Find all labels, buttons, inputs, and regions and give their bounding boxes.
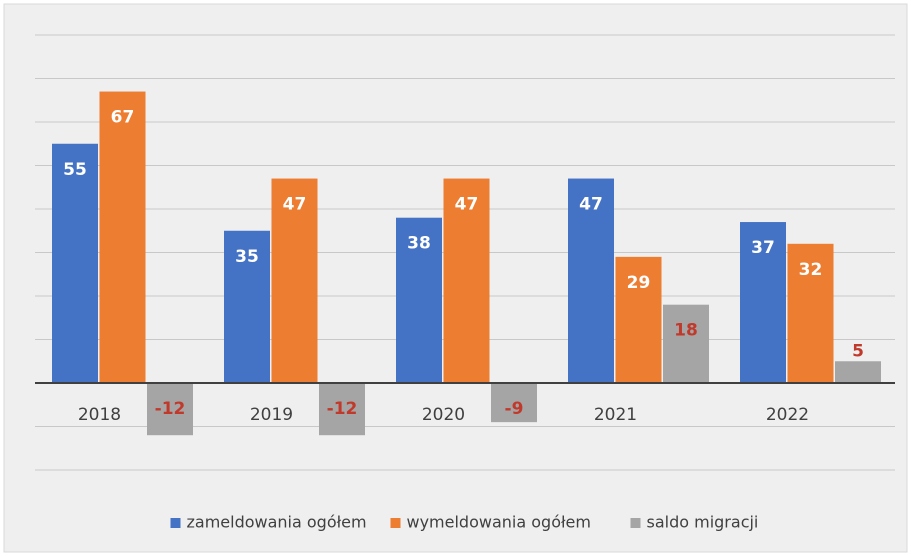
data-label: 37 [751,238,775,258]
legend-label: zameldowania ogółem [187,513,367,532]
bar [787,243,834,383]
data-label: 18 [674,321,698,341]
legend-swatch [170,518,181,528]
x-tick-label: 2022 [766,405,809,425]
bar [396,217,442,383]
x-tick-label: 2021 [594,405,637,425]
bar [319,383,365,436]
data-label: 32 [799,260,823,280]
legend-label: wymeldowania ogółem [407,513,591,532]
data-label: 67 [111,108,135,128]
data-label: -12 [155,399,186,419]
bar [615,256,662,383]
bar [99,91,146,384]
bar [224,230,270,383]
bar [147,383,193,436]
bar [663,304,709,383]
bar [491,383,537,423]
data-label: 47 [455,195,479,215]
data-label: 35 [235,247,259,267]
bar [568,178,614,383]
data-label: 47 [283,195,307,215]
x-tick-label: 2020 [422,405,465,425]
bar [835,361,881,383]
x-tick-label: 2018 [78,405,121,425]
x-tick-label: 2019 [250,405,293,425]
legend-swatch [390,518,401,528]
bar [740,222,786,383]
data-label: 38 [407,234,431,254]
data-label: 29 [627,273,651,293]
bar [443,178,490,383]
data-label: -12 [327,399,358,419]
legend-label: saldo migracji [647,513,759,532]
data-label: -9 [505,399,524,419]
data-label: 47 [579,195,603,215]
bar [52,143,98,383]
bar [271,178,318,383]
data-label: 55 [63,160,87,180]
data-label: 5 [852,341,864,361]
legend-swatch [630,518,641,528]
